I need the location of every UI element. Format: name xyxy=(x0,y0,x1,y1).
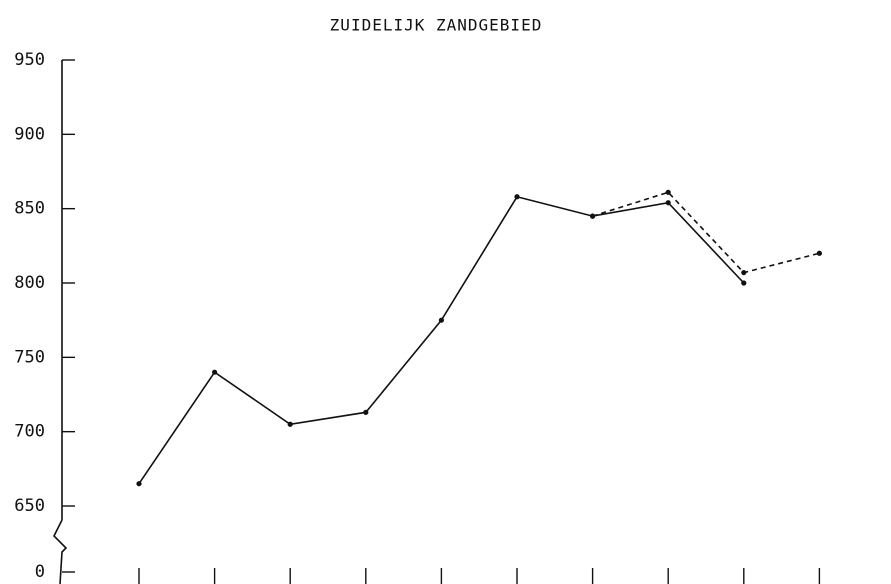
point xyxy=(514,194,520,200)
y-tick-label: 800 xyxy=(14,273,45,293)
point xyxy=(816,250,823,256)
point xyxy=(665,200,671,206)
y-tick-label: 0 xyxy=(35,562,45,582)
y-tick-label: 950 xyxy=(14,50,45,70)
point xyxy=(741,280,747,286)
y-tick-label: 750 xyxy=(14,347,45,367)
y-tick-label: 650 xyxy=(14,496,45,516)
point xyxy=(363,409,369,415)
y-tick-label: 850 xyxy=(14,199,45,219)
y-tick-label: 900 xyxy=(14,124,45,144)
point xyxy=(741,269,747,276)
point xyxy=(212,369,218,375)
line xyxy=(592,191,820,274)
point xyxy=(665,189,671,195)
axis-break xyxy=(53,519,68,584)
point xyxy=(136,481,142,487)
point xyxy=(287,421,293,427)
point xyxy=(590,213,596,219)
y-tick-label: 700 xyxy=(14,422,45,442)
line xyxy=(138,195,745,485)
point xyxy=(438,317,444,323)
chart-title: ZUIDELIJK ZANDGEBIED xyxy=(330,16,543,35)
